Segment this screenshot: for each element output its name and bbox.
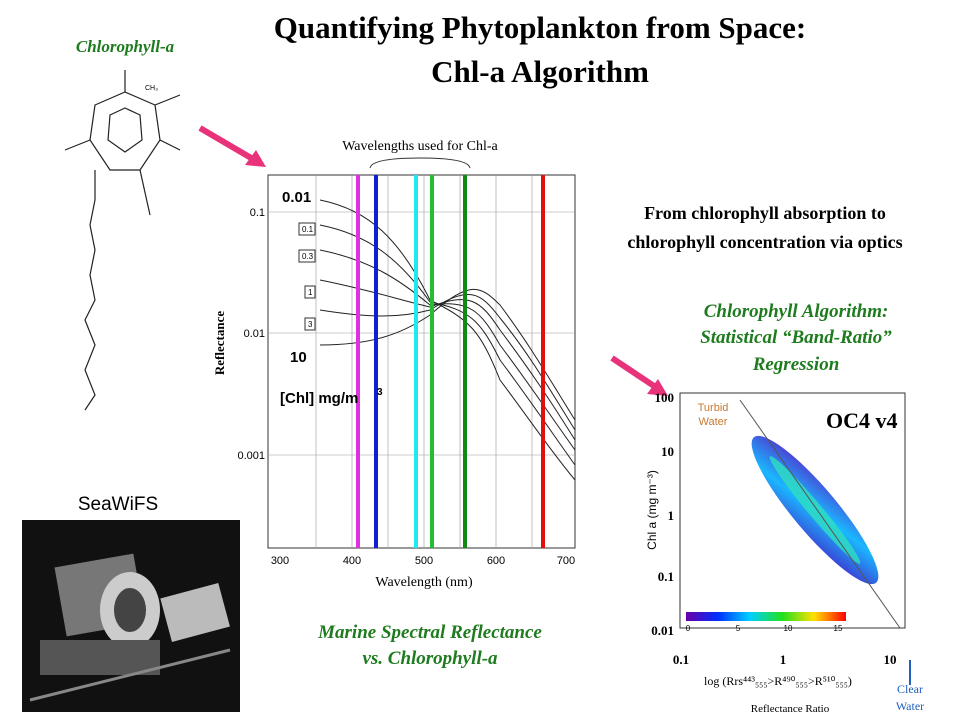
chl-high: 10	[290, 349, 307, 366]
bracket	[369, 157, 471, 169]
oc4-title: OC4 v4	[826, 408, 898, 433]
x-tick-label: 1	[780, 652, 787, 667]
y-tick-label: 1	[668, 508, 675, 523]
clear-label: Water	[896, 699, 924, 713]
curve-label: 1	[308, 288, 313, 297]
x-tick-label: 10	[884, 652, 897, 667]
oc4-y-label: Chl a (mg m⁻³)	[645, 470, 659, 550]
seawifs-label: SeaWiFS	[78, 494, 158, 515]
legend-tick: 0	[686, 624, 691, 633]
molecule-drawing	[64, 70, 181, 411]
oc4-x-ticks: 0.1 1 10	[673, 652, 897, 667]
chl-low: 0.01	[282, 189, 311, 206]
y-ticks: 0.1 0.01 0.001	[237, 207, 265, 462]
y-tick-label: 0.1	[250, 207, 265, 219]
oc4-x-caption: Reflectance Ratio	[751, 703, 830, 715]
title: Quantifying Phytoplankton from Space:	[274, 10, 807, 45]
turbid-label: Water	[699, 416, 728, 428]
x-tick-label: 300	[271, 555, 289, 567]
x-tick-label: 0.1	[673, 652, 689, 667]
curve-label: 3	[308, 320, 313, 329]
y-tick-label: 0.01	[651, 623, 674, 638]
y-tick-label: 0.001	[237, 450, 265, 462]
x-axis-label: Wavelength (nm)	[375, 575, 473, 590]
legend-title: Relative Frequency	[688, 601, 771, 611]
clear-label: Clear	[897, 682, 923, 696]
curve-labels: 0.1 0.3 1 3	[298, 222, 316, 331]
color-scale	[686, 612, 846, 621]
y-tick-label: 0.01	[244, 328, 265, 340]
y-axis-label: Reflectance	[212, 311, 227, 375]
subtitle: Chl-a Algorithm	[431, 54, 649, 89]
y-tick-label: 0.1	[658, 569, 674, 584]
regression-line	[739, 399, 901, 629]
arrow	[198, 125, 260, 165]
x-ticks: 300 400 500 600 700	[271, 555, 575, 567]
algorithm-title: Chlorophyll Algorithm:	[704, 301, 889, 322]
algorithm-title: Statistical “Band-Ratio”	[700, 327, 892, 348]
oc4-y-ticks: 100 10 1 0.1 0.01	[651, 390, 674, 638]
chl-unit-exponent: 3	[377, 387, 383, 398]
seawifs-instrument	[29, 553, 231, 702]
legend-ticks: 0 5 10 15	[686, 624, 843, 633]
curve-label: 0.1	[302, 225, 314, 234]
optics-text: chlorophyll concentration via optics	[627, 232, 902, 252]
caption: Marine Spectral Reflectance	[317, 622, 542, 643]
y-tick-label: 10	[661, 444, 674, 459]
band-lines	[356, 175, 545, 548]
y-tick-label: 100	[655, 390, 675, 405]
x-tick-label: 400	[343, 555, 361, 567]
oc4-x-label: log (Rrs⁴⁴³₅₅₅>R⁴⁹⁰₅₅₅>R⁵¹⁰₅₅₅)	[704, 674, 852, 688]
algorithm-title: Regression	[752, 354, 840, 375]
legend-tick: 15	[834, 624, 843, 633]
caption: vs. Chlorophyll-a	[362, 648, 498, 669]
legend-n: n=2,804	[808, 601, 841, 611]
plot-grid	[268, 175, 575, 548]
legend-tick: 10	[784, 624, 793, 633]
turbid-label: Turbid	[698, 402, 729, 414]
chl-unit: [Chl] mg/m	[280, 390, 358, 407]
arrow-head	[647, 379, 668, 396]
optics-text: From chlorophyll absorption to	[644, 203, 886, 223]
chlorophyll-label: Chlorophyll-a	[76, 37, 175, 56]
x-tick-label: 700	[557, 555, 575, 567]
arrow-head	[245, 150, 266, 167]
scatter-core	[769, 456, 861, 564]
plot-frame	[267, 174, 576, 549]
arrow	[610, 355, 662, 393]
molecule-ch3: CH₃	[145, 85, 158, 92]
x-tick-label: 500	[415, 555, 433, 567]
bracket-label: Wavelengths used for Chl-a	[342, 139, 498, 154]
x-tick-label: 600	[487, 555, 505, 567]
legend-tick: 5	[736, 624, 741, 633]
curve-label: 0.3	[302, 252, 314, 261]
